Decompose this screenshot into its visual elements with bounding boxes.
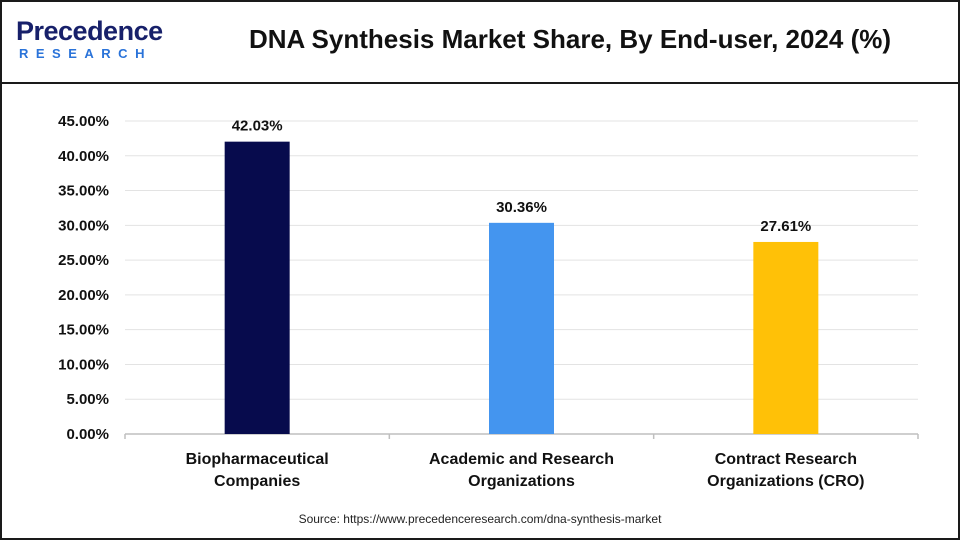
bar-chart: 0.00% 5.00% 10.00% 15.00% 20.00% 25.00% 30.00%… <box>58 113 919 490</box>
y-tick-label: 15.00% <box>58 322 109 339</box>
y-tick-label: 20.00% <box>58 287 109 304</box>
x-tick-label: Academic and Research <box>429 451 614 468</box>
logo-wordmark: Precedence <box>16 16 163 46</box>
x-tick-label: Companies <box>214 473 300 490</box>
y-tick-label: 10.00% <box>58 356 109 373</box>
data-label: 30.36% <box>496 199 547 216</box>
x-tick-label: Organizations <box>468 473 575 490</box>
x-tick-label: Contract Research <box>715 451 857 468</box>
data-label: 42.03% <box>232 118 283 135</box>
y-tick-label: 30.00% <box>58 217 109 234</box>
y-tick-label: 40.00% <box>58 148 109 165</box>
source-note: Source: https://www.precedenceresearch.c… <box>298 512 662 526</box>
x-tick-label: Biopharmaceutical <box>186 451 329 468</box>
y-tick-label: 35.00% <box>58 183 109 200</box>
data-label: 27.61% <box>760 218 811 235</box>
header: Precedence RESEARCH DNA Synthesis Market… <box>2 2 958 84</box>
y-tick-label: 5.00% <box>66 391 109 408</box>
bar <box>753 241 819 434</box>
y-tick-label: 0.00% <box>66 426 109 443</box>
bar <box>489 222 554 434</box>
y-tick-label: 25.00% <box>58 252 109 269</box>
logo-subtitle: RESEARCH <box>19 46 152 61</box>
y-tick-label: 45.00% <box>58 113 109 130</box>
bar <box>224 141 290 434</box>
chart-title: DNA Synthesis Market Share, By End-user,… <box>248 24 892 54</box>
logo: Precedence RESEARCH <box>16 16 166 66</box>
x-tick-label: Organizations (CRO) <box>707 473 864 490</box>
